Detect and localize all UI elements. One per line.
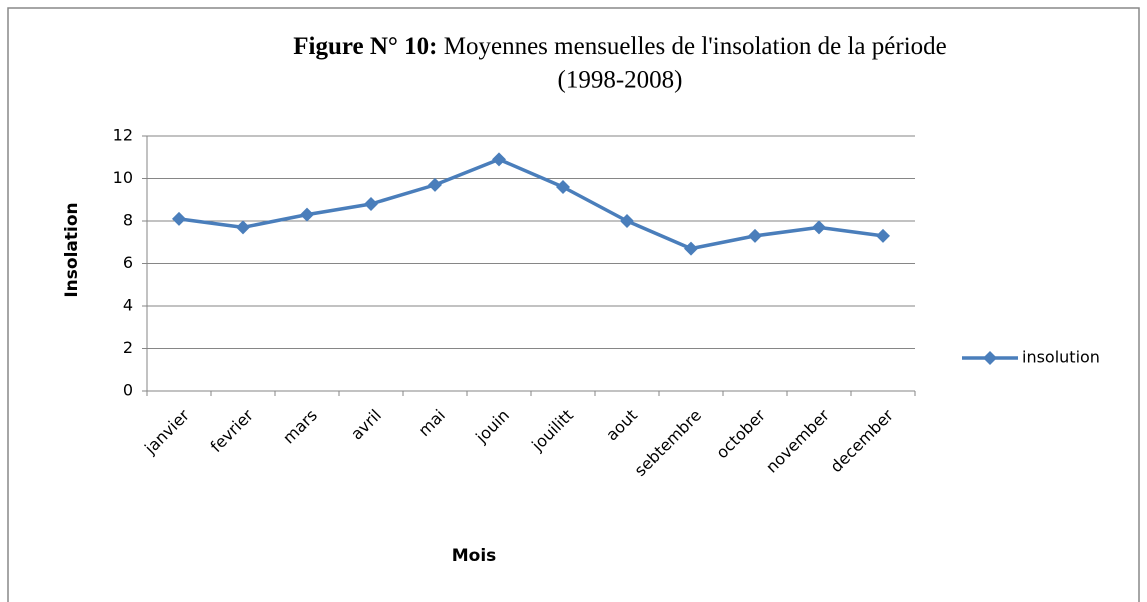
x-axis-label: Mois — [452, 546, 497, 566]
x-tick-label: jouin — [471, 406, 513, 448]
x-tick-label: october — [712, 405, 769, 462]
data-point — [684, 241, 698, 256]
data-point — [300, 207, 314, 222]
y-tick-label: 4 — [123, 296, 133, 315]
x-tick-label: fevrier — [207, 405, 258, 456]
y-axis-label: Insolation — [62, 202, 82, 297]
chart-title: Figure N° 10: Moyennes mensuelles de l'i… — [293, 33, 947, 60]
x-tick-label: november — [762, 405, 833, 476]
y-tick-label: 6 — [123, 253, 133, 272]
data-point — [428, 177, 442, 192]
data-point — [492, 152, 506, 167]
data-point — [876, 228, 890, 243]
title-main: Moyennes mensuelles de l'insolation de l… — [444, 33, 947, 60]
data-point — [364, 197, 378, 211]
x-tick-label: jouilitt — [527, 406, 577, 456]
x-tick-label: mars — [279, 406, 321, 448]
legend-marker — [983, 351, 997, 365]
title-prefix: Figure N° 10: — [293, 33, 437, 60]
data-point — [748, 228, 762, 243]
y-tick-label: 0 — [123, 381, 133, 400]
x-tick-label: aout — [602, 406, 641, 445]
legend-label: insolution — [1022, 348, 1100, 367]
chart-frame — [7, 7, 1140, 602]
x-tick-label: mai — [414, 406, 449, 441]
x-tick-label: avril — [347, 406, 385, 444]
x-tick-label: sebtembre — [631, 406, 705, 480]
chart-subtitle: (1998-2008) — [558, 67, 683, 94]
y-tick-label: 12 — [113, 126, 133, 145]
data-point — [556, 180, 570, 194]
data-point — [236, 220, 250, 235]
series-line — [178, 157, 884, 251]
x-tick-label: janvier — [140, 405, 193, 458]
y-tick-label: 10 — [113, 168, 133, 187]
data-point — [172, 211, 186, 226]
data-point — [620, 214, 634, 228]
x-tick-label: december — [826, 405, 897, 476]
y-tick-label: 2 — [123, 338, 133, 357]
data-point — [812, 220, 826, 235]
y-tick-label: 8 — [123, 211, 133, 230]
